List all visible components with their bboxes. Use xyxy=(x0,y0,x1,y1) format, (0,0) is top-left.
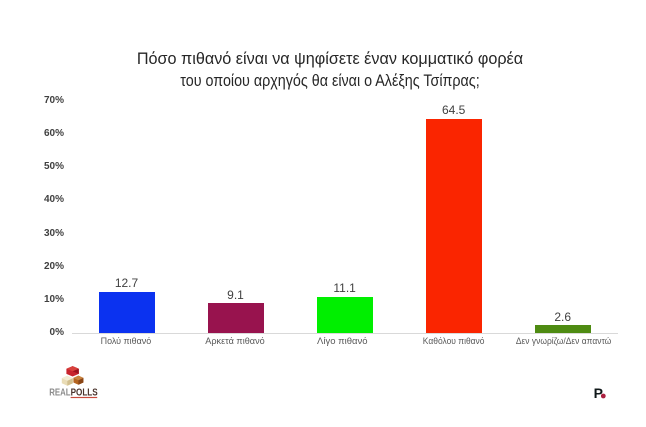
svg-text:REAL: REAL xyxy=(49,387,71,399)
svg-text:P: P xyxy=(594,385,603,401)
svg-text:POLLS: POLLS xyxy=(71,387,98,399)
